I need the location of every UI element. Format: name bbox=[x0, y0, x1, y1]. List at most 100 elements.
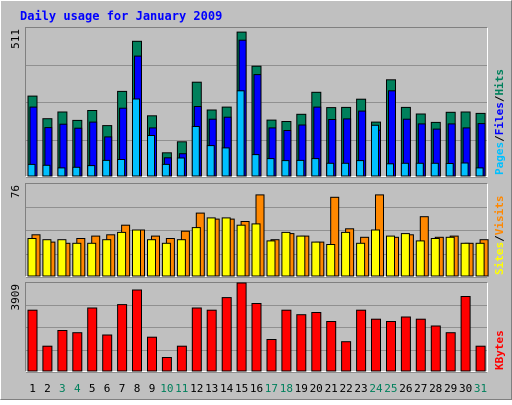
bar-visits-sites-31 bbox=[475, 242, 485, 277]
x-tick-label-9: 9 bbox=[149, 382, 156, 395]
bar-hits-pages-31 bbox=[475, 167, 484, 177]
bar-hits-pages-7 bbox=[117, 159, 126, 177]
bar-kbytes-kbytes-8 bbox=[132, 289, 142, 372]
legend-visits: Sites/Visits bbox=[493, 196, 506, 276]
bar-hits-pages-20 bbox=[311, 158, 320, 177]
bar-kbytes-kbytes-13 bbox=[206, 309, 217, 372]
bar-hits-pages-25 bbox=[386, 163, 394, 177]
bar-kbytes-kbytes-17 bbox=[266, 339, 277, 372]
bar-visits-sites-18 bbox=[281, 231, 291, 277]
x-tick-label-16: 16 bbox=[250, 382, 263, 395]
x-tick-label-11: 11 bbox=[175, 382, 188, 395]
bar-hits-pages-18 bbox=[281, 160, 290, 177]
bar-hits-pages-29 bbox=[445, 163, 454, 177]
ymax-label-hits: 511 bbox=[9, 29, 22, 49]
bar-kbytes-kbytes-23 bbox=[356, 309, 367, 372]
bar-kbytes-kbytes-2 bbox=[42, 345, 53, 372]
bar-visits-sites-4 bbox=[72, 242, 82, 277]
bar-hits-pages-13 bbox=[206, 145, 215, 177]
bar-hits-pages-30 bbox=[460, 162, 469, 177]
bar-visits-sites-22 bbox=[341, 231, 351, 277]
bar-hits-pages-3 bbox=[57, 167, 66, 177]
panel-visits-border-dark bbox=[25, 183, 488, 277]
bar-visits-sites-24 bbox=[371, 229, 380, 277]
x-tick-label-7: 7 bbox=[119, 382, 126, 395]
bar-hits-pages-19 bbox=[296, 159, 305, 177]
x-tick-label-30: 30 bbox=[459, 382, 472, 395]
bar-kbytes-kbytes-11 bbox=[176, 345, 187, 372]
bar-kbytes-kbytes-31 bbox=[475, 345, 486, 372]
x-tick-label-19: 19 bbox=[295, 382, 308, 395]
bar-visits-sites-15 bbox=[236, 224, 246, 277]
bar-visits-sites-13 bbox=[206, 217, 216, 277]
legend-separator: / bbox=[493, 135, 506, 142]
legend-separator: / bbox=[493, 235, 506, 242]
bar-visits-sites-19 bbox=[296, 235, 306, 277]
bar-kbytes-kbytes-10 bbox=[161, 357, 172, 372]
x-tick-label-18: 18 bbox=[280, 382, 293, 395]
legend-item-pages: Pages bbox=[493, 142, 506, 175]
bar-kbytes-kbytes-3 bbox=[57, 330, 68, 372]
x-tick-label-26: 26 bbox=[399, 382, 412, 395]
bar-hits-pages-28 bbox=[430, 162, 439, 177]
bar-kbytes-kbytes-25 bbox=[386, 321, 396, 372]
bar-hits-pages-23 bbox=[356, 160, 365, 177]
legend-item-files: Files bbox=[493, 102, 506, 135]
bar-hits-pages-11 bbox=[176, 157, 185, 177]
bar-kbytes-kbytes-30 bbox=[460, 296, 471, 372]
bar-hits-pages-2 bbox=[42, 164, 51, 177]
x-tick-label-20: 20 bbox=[310, 382, 323, 395]
legend-item-hits: Hits bbox=[493, 69, 506, 96]
bar-visits-sites-1 bbox=[27, 238, 37, 277]
bar-visits-sites-28 bbox=[430, 238, 440, 277]
bar-visits-sites-8 bbox=[132, 229, 141, 277]
x-tick-label-14: 14 bbox=[220, 382, 234, 395]
bar-kbytes-kbytes-5 bbox=[87, 307, 98, 372]
x-tick-label-23: 23 bbox=[354, 382, 367, 395]
bar-hits-pages-5 bbox=[87, 165, 96, 177]
bar-kbytes-kbytes-24 bbox=[371, 318, 381, 372]
bar-visits-sites-29 bbox=[445, 236, 455, 277]
bar-kbytes-kbytes-6 bbox=[102, 334, 113, 372]
bar-kbytes-kbytes-4 bbox=[72, 332, 83, 372]
x-tick-label-4: 4 bbox=[74, 382, 81, 395]
x-tick-label-6: 6 bbox=[104, 382, 111, 395]
bar-hits-pages-14 bbox=[221, 147, 230, 177]
bar-kbytes-kbytes-9 bbox=[147, 336, 157, 372]
bar-visits-sites-3 bbox=[57, 239, 67, 277]
bar-visits-sites-14 bbox=[221, 217, 231, 277]
ymax-label-kbytes: 3909 bbox=[9, 284, 22, 311]
bar-hits-pages-10 bbox=[161, 163, 170, 177]
legend-hits: Pages/Files/Hits bbox=[493, 69, 506, 175]
bar-kbytes-kbytes-22 bbox=[341, 341, 352, 372]
x-tick-label-31: 31 bbox=[474, 382, 487, 395]
bar-kbytes-kbytes-7 bbox=[117, 304, 128, 372]
x-tick-label-15: 15 bbox=[235, 382, 248, 395]
panel-kbytes-border-dark bbox=[25, 282, 488, 372]
bar-kbytes-kbytes-14 bbox=[221, 297, 232, 372]
legend-item-visits: Visits bbox=[493, 196, 506, 236]
x-tick-label-29: 29 bbox=[444, 382, 457, 395]
x-tick-label-28: 28 bbox=[429, 382, 442, 395]
ymax-label-visits: 76 bbox=[9, 185, 22, 198]
legend-item-sites: Sites bbox=[493, 242, 506, 275]
x-tick-label-3: 3 bbox=[59, 382, 66, 395]
bar-visits-sites-5 bbox=[87, 242, 97, 277]
bar-visits-sites-7 bbox=[117, 231, 127, 277]
chart-title: Daily usage for January 2009 bbox=[20, 9, 222, 23]
bar-hits-pages-9 bbox=[147, 135, 155, 177]
bar-visits-sites-2 bbox=[42, 239, 52, 277]
bar-visits-sites-27 bbox=[415, 240, 425, 277]
bar-kbytes-kbytes-12 bbox=[191, 307, 202, 372]
x-tick-label-21: 21 bbox=[325, 382, 338, 395]
bar-hits-pages-21 bbox=[326, 162, 335, 177]
bar-visits-sites-26 bbox=[400, 233, 410, 277]
bar-visits-sites-6 bbox=[102, 239, 112, 277]
bar-kbytes-kbytes-19 bbox=[296, 314, 307, 372]
x-tick-label-10: 10 bbox=[160, 382, 173, 395]
bar-visits-sites-16 bbox=[251, 223, 261, 277]
bar-visits-sites-23 bbox=[356, 242, 366, 277]
x-tick-label-25: 25 bbox=[384, 382, 397, 395]
bar-visits-sites-25 bbox=[386, 235, 395, 277]
bar-visits-sites-11 bbox=[176, 239, 186, 277]
